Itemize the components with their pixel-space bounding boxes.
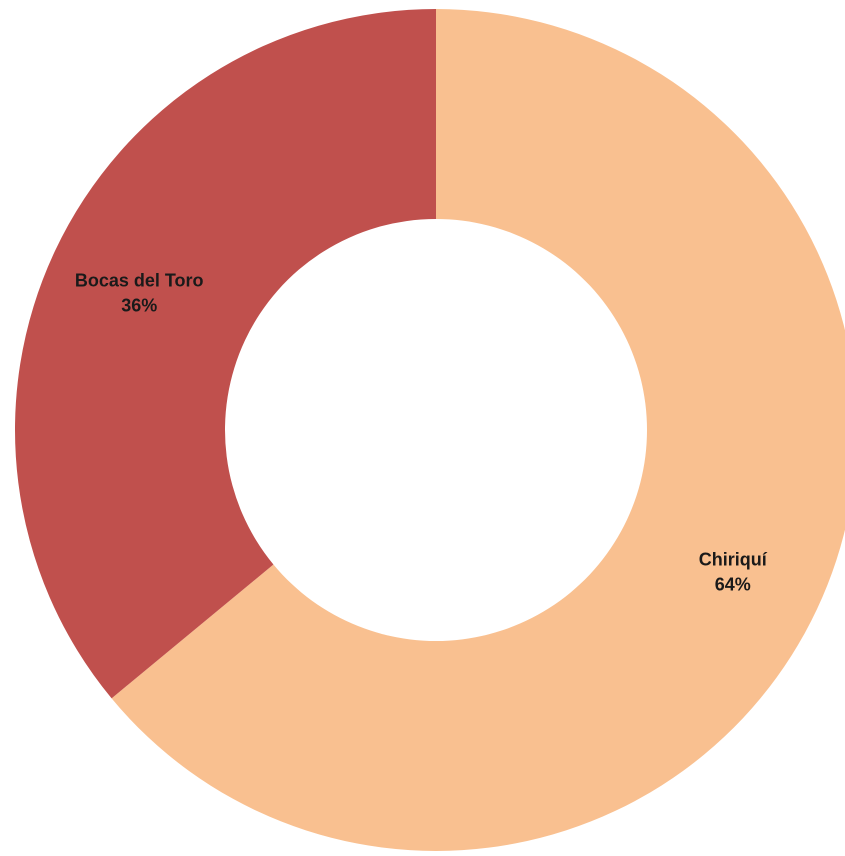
slices-layer: [14, 9, 845, 851]
slice-chiriqui: [111, 9, 845, 851]
data-label-name: Bocas del Toro: [75, 270, 204, 290]
data-label-name: Chiriquí: [699, 550, 768, 570]
data-label-chiriqui: Chiriquí 64%: [699, 550, 768, 595]
labels-layer: Chiriquí 64% Bocas del Toro 36%: [75, 270, 768, 594]
data-label-bocas-del-toro: Bocas del Toro 36%: [75, 270, 204, 315]
data-label-percent: 64%: [715, 575, 751, 595]
slice-bocas-del-toro: [14, 9, 437, 699]
data-label-percent: 36%: [121, 295, 157, 315]
